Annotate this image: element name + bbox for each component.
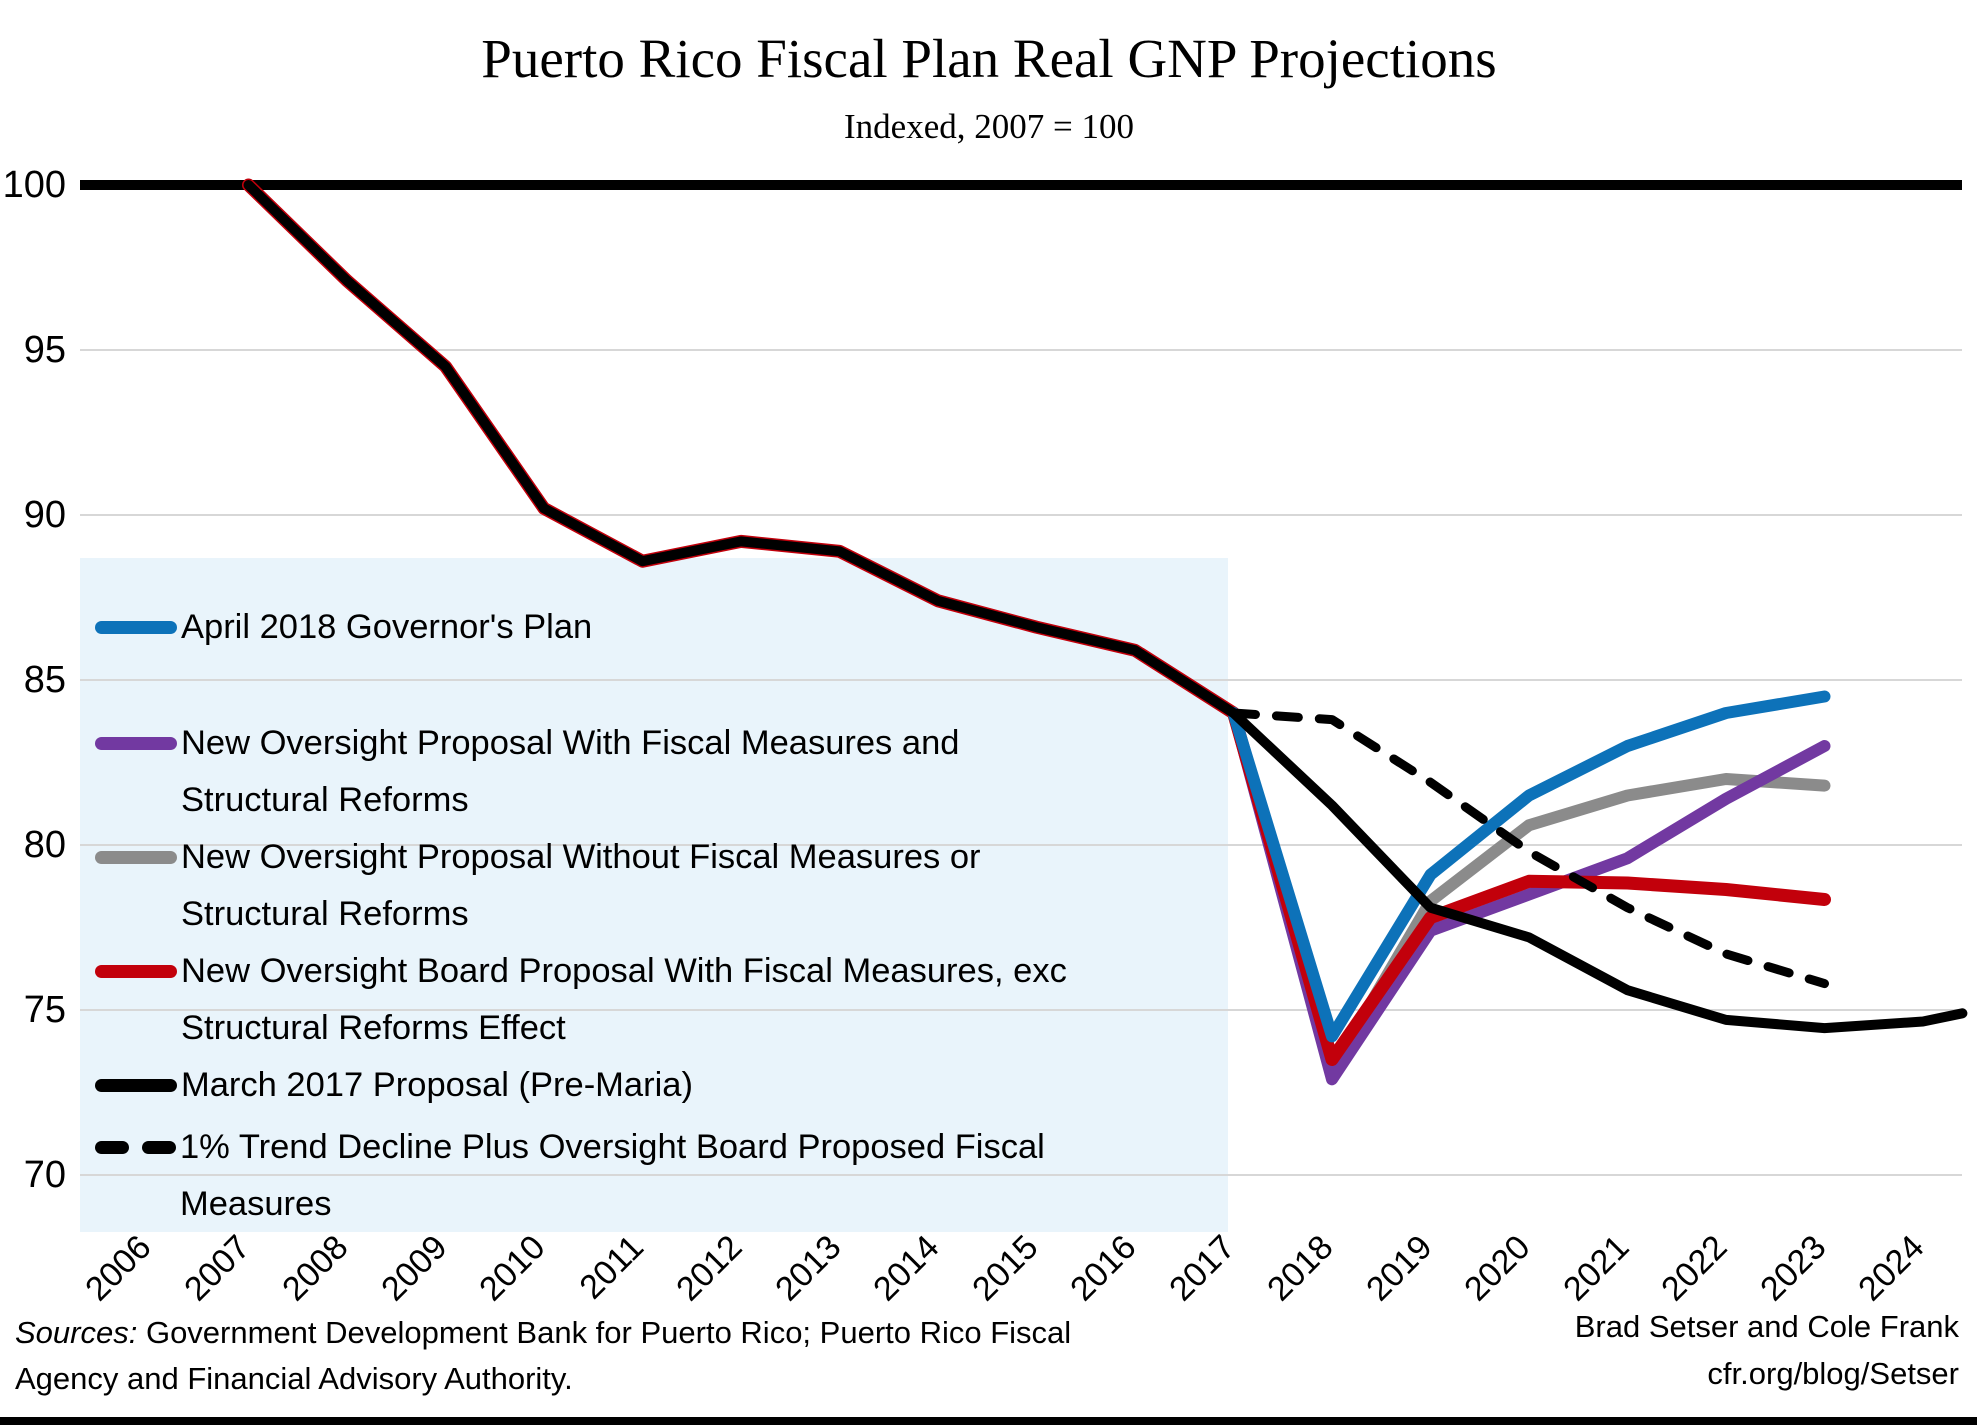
y-tick-label-90: 90 [23, 494, 66, 536]
y-tick-label-100: 100 [2, 164, 66, 206]
credit-url: cfr.org/blog/Setser [1707, 1356, 1959, 1391]
y-tick-label-95: 95 [23, 329, 66, 371]
bottom-rule [0, 1417, 1977, 1425]
sources-text: Government Development Bank for Puerto R… [137, 1315, 1072, 1350]
author-credit: Brad Setser and Cole Frank cfr.org/blog/… [1575, 1303, 1959, 1397]
chart-subtitle: Indexed, 2007 = 100 [844, 107, 1134, 146]
y-tick-label-70: 70 [23, 1154, 66, 1196]
sources-note: Sources: Government Development Bank for… [15, 1310, 1071, 1402]
series-line-black [243, 180, 1968, 1034]
legend-background [80, 558, 1228, 1232]
y-tick-label-80: 80 [23, 824, 66, 866]
series-line-blue [1227, 690, 1831, 1043]
sources-line-1: Sources: Government Development Bank for… [15, 1310, 1071, 1356]
y-tick-label-85: 85 [23, 659, 66, 701]
series-line-dashed [1229, 708, 1829, 989]
sources-line-2: Agency and Financial Advisory Authority. [15, 1361, 573, 1396]
series-line-purple [1227, 707, 1831, 1086]
chart-title: Puerto Rico Fiscal Plan Real GNP Project… [481, 28, 1497, 89]
sources-label: Sources: [15, 1315, 138, 1350]
credit-authors: Brad Setser and Cole Frank [1574, 1309, 1959, 1344]
y-tick-label-75: 75 [23, 989, 66, 1031]
